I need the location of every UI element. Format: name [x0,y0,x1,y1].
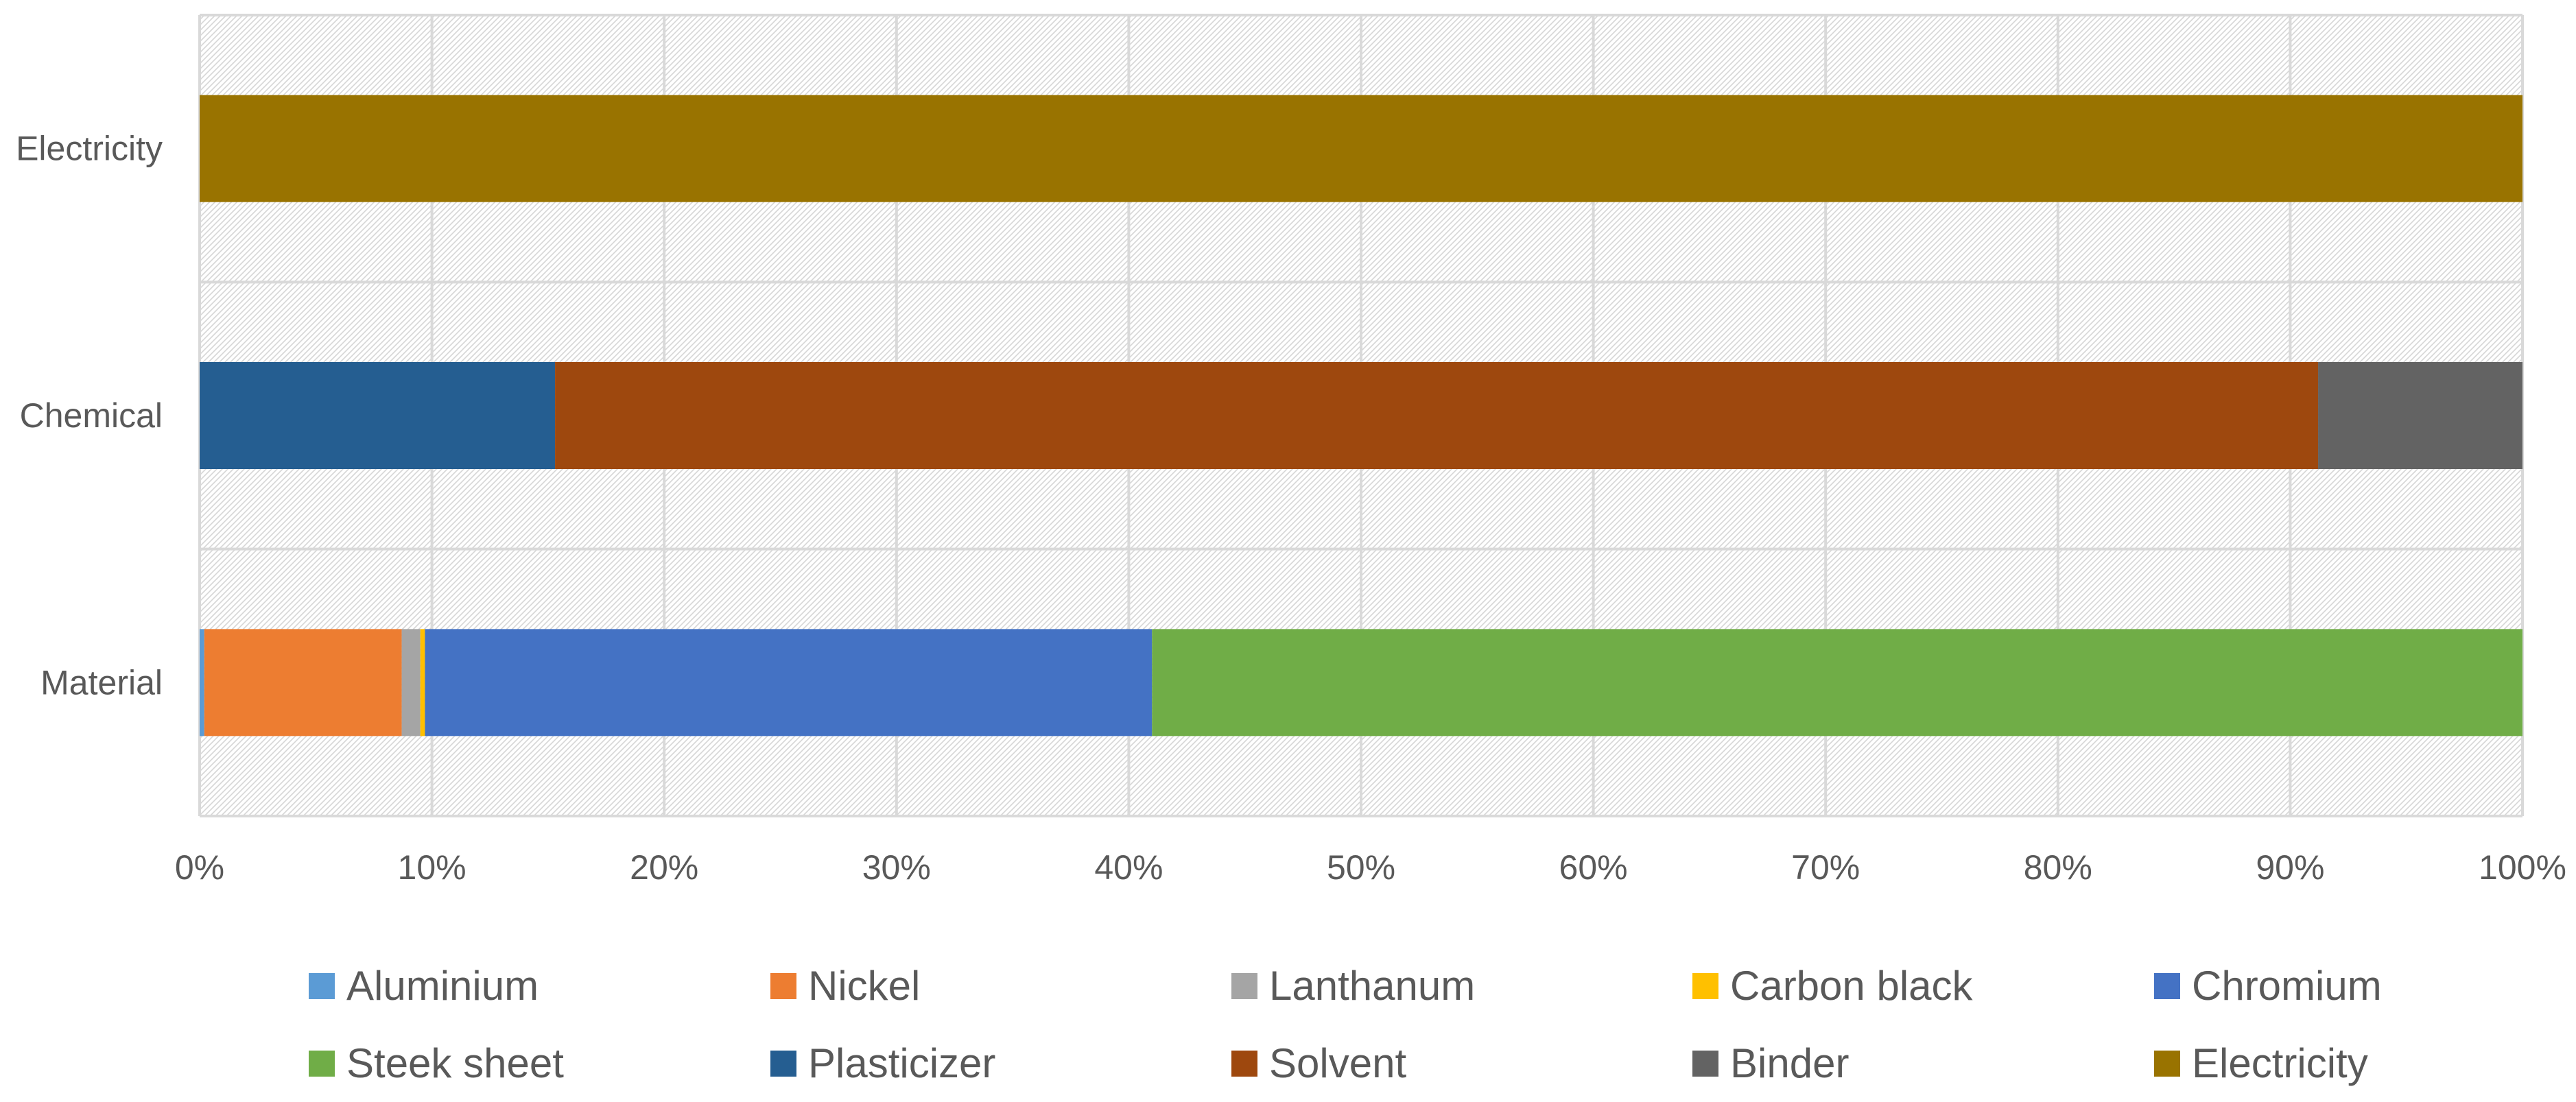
legend-swatch [1231,973,1257,999]
legend-label: Binder [1730,1040,1849,1086]
bar-segment-lanthanum [401,629,421,736]
x-tick-label: 20% [630,848,698,887]
bars [200,95,2522,736]
legend-swatch [770,973,796,999]
legend-label: Aluminium [346,963,539,1009]
bar-segment-carbon-black [420,629,425,736]
x-tick-label: 30% [862,848,931,887]
x-tick-label: 50% [1327,848,1395,887]
legend-swatch [2154,973,2180,999]
bar-segment-solvent [555,362,2319,469]
x-tick-label: 0% [175,848,224,887]
bar-segment-steek-sheet [1152,629,2522,736]
legend-label: Electricity [2192,1040,2368,1086]
bar-segment-binder [2318,362,2522,469]
x-tick-label: 70% [1791,848,1860,887]
bar-segment-chromium [425,629,1153,736]
legend-label: Solvent [1269,1040,1406,1086]
legend-label: Lanthanum [1269,963,1475,1009]
bar-segment-aluminium [200,629,204,736]
x-axis-tick-labels: 0% 10% 20% 30% 40% 50% 60% 70% 80% 90% 100% [175,848,2566,887]
legend-swatch [1692,973,1718,999]
x-tick-label: 90% [2256,848,2324,887]
legend-label: Plasticizer [808,1040,995,1086]
x-tick-label: 40% [1094,848,1163,887]
legend-swatch [309,1051,335,1077]
legend-label: Nickel [808,963,920,1009]
category-label: Material [40,663,163,702]
x-tick-label: 60% [1559,848,1628,887]
legend-swatch [2154,1051,2180,1077]
legend-label: Chromium [2192,963,2382,1009]
category-label: Chemical [20,396,163,435]
bar-segment-electricity [200,95,2522,202]
legend-label: Steek sheet [346,1040,564,1086]
category-label: Electricity [16,130,163,168]
x-tick-label: 100% [2479,848,2566,887]
legend-swatch [1231,1051,1257,1077]
legend-label: Carbon black [1730,963,1974,1009]
legend-swatch [770,1051,796,1077]
legend-swatch [309,973,335,999]
x-tick-label: 80% [2024,848,2092,887]
legend-swatch [1692,1051,1718,1077]
legend: Aluminium Nickel Lanthanum Carbon black Chro… [309,963,2382,1086]
bar-segment-plasticizer [200,362,556,469]
x-tick-label: 10% [398,848,466,887]
bar-segment-nickel [204,629,402,736]
y-axis-category-labels: Material Chemical Electricity [16,130,163,702]
